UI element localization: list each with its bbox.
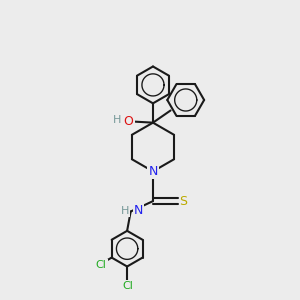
Text: H: H bbox=[112, 115, 121, 125]
Text: Cl: Cl bbox=[122, 280, 133, 290]
Text: O: O bbox=[124, 115, 134, 128]
Text: Cl: Cl bbox=[96, 260, 107, 270]
Text: N: N bbox=[148, 165, 158, 178]
Text: H: H bbox=[121, 206, 129, 216]
Text: N: N bbox=[134, 204, 143, 218]
Text: S: S bbox=[180, 195, 188, 208]
